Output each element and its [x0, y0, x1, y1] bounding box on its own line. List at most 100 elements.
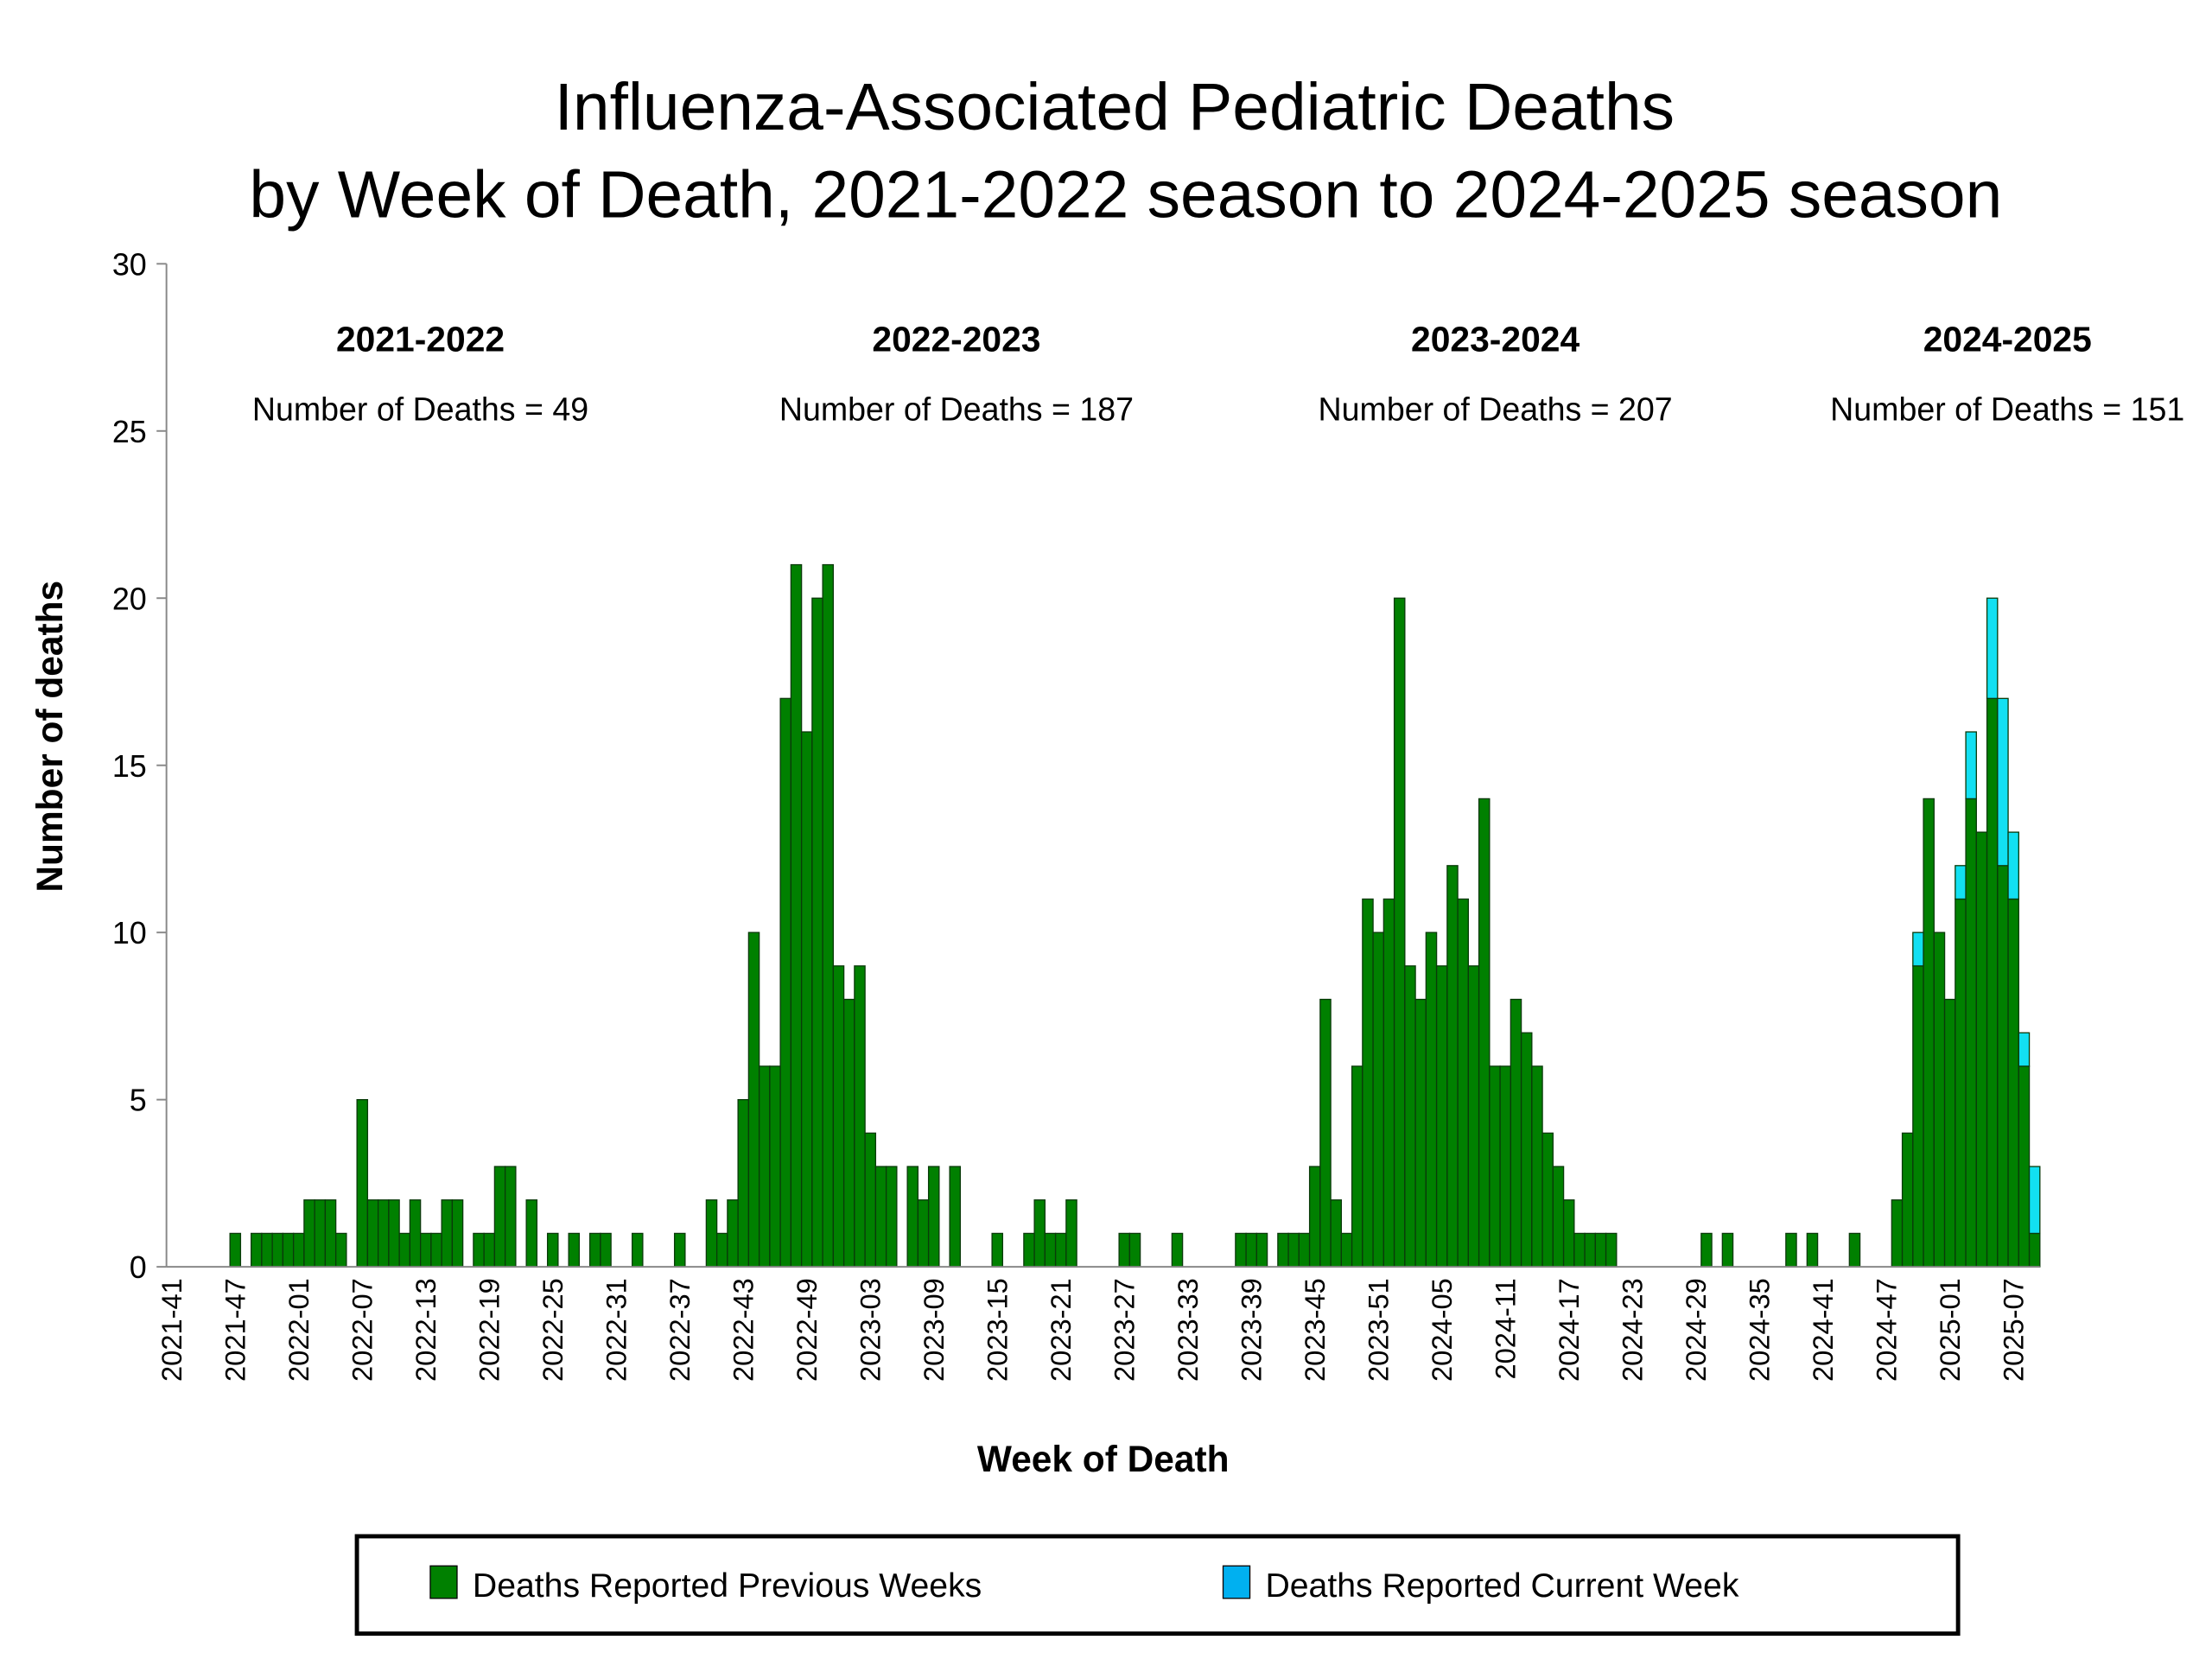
bar	[1562, 1199, 1575, 1268]
bar	[800, 731, 813, 1268]
bar	[747, 931, 760, 1268]
bar	[949, 1166, 962, 1268]
legend-swatch	[1222, 1565, 1251, 1599]
bar	[1372, 931, 1384, 1268]
bar	[2007, 831, 2019, 900]
bar	[1277, 1232, 1289, 1268]
x-tick-label: 2023-27	[1109, 1278, 1141, 1382]
bar	[832, 965, 845, 1268]
bar	[917, 1199, 930, 1268]
bar	[398, 1232, 411, 1268]
bar	[1308, 1166, 1321, 1268]
bar	[366, 1199, 379, 1268]
bar	[1605, 1232, 1618, 1268]
bar	[1912, 965, 1924, 1268]
bar	[504, 1166, 517, 1268]
bar	[1362, 898, 1374, 1268]
bar	[1298, 1232, 1311, 1268]
x-tick-label: 2024-17	[1553, 1278, 1585, 1382]
x-tick-label: 2024-23	[1617, 1278, 1649, 1382]
y-tick-label: 30	[112, 246, 147, 282]
season-label: 2021-2022	[336, 320, 505, 359]
bar	[842, 998, 855, 1268]
season-total: Number of Deaths = 207	[1319, 391, 1673, 428]
bar	[2028, 1166, 2041, 1235]
bar	[250, 1232, 263, 1268]
bar	[1425, 931, 1438, 1268]
bar	[271, 1232, 284, 1268]
bar	[1955, 865, 1967, 900]
y-tick-label: 15	[112, 748, 147, 784]
bar	[1986, 597, 1999, 699]
x-tick-label: 2023-21	[1045, 1278, 1077, 1382]
legend-swatch	[429, 1565, 458, 1599]
y-tick-label: 5	[130, 1083, 147, 1118]
x-tick-label: 2023-03	[855, 1278, 887, 1382]
bar	[1965, 798, 1977, 1268]
bar	[1054, 1232, 1067, 1268]
season-label: 2023-2024	[1411, 320, 1580, 359]
bar	[811, 597, 823, 1268]
y-tick-label: 10	[112, 915, 147, 950]
bar	[1351, 1065, 1363, 1268]
bar	[324, 1199, 337, 1268]
bar	[1382, 898, 1395, 1268]
x-tick-label: 2022-25	[537, 1278, 569, 1382]
x-tick-label: 2024-35	[1744, 1278, 1776, 1382]
bar	[1785, 1232, 1797, 1268]
x-tick-label: 2023-51	[1363, 1278, 1395, 1382]
bar	[1489, 1065, 1501, 1268]
bar	[1393, 597, 1406, 1268]
bar	[409, 1199, 422, 1268]
bar	[1340, 1232, 1353, 1268]
x-axis-title: Week of Death	[977, 1439, 1230, 1479]
bar	[388, 1199, 400, 1268]
bar	[1414, 998, 1427, 1268]
bar	[705, 1199, 718, 1268]
bar	[430, 1232, 442, 1268]
bar	[1721, 1232, 1734, 1268]
bar	[1901, 1132, 1914, 1268]
bar	[1330, 1199, 1343, 1268]
bar	[493, 1166, 506, 1268]
bar	[1955, 898, 1967, 1268]
bar	[1255, 1232, 1268, 1268]
bar	[419, 1232, 432, 1268]
bar	[1943, 998, 1956, 1268]
bar	[715, 1232, 728, 1268]
x-tick-label: 2021-41	[156, 1278, 188, 1382]
bar	[546, 1232, 559, 1268]
bar	[525, 1199, 538, 1268]
bar	[727, 1199, 739, 1268]
bar	[1128, 1232, 1141, 1268]
x-tick-label: 2023-09	[918, 1278, 950, 1382]
bar	[1975, 831, 1988, 1268]
x-tick-label: 2025-01	[1934, 1278, 1966, 1382]
bar	[1541, 1132, 1554, 1268]
y-tick-label: 25	[112, 414, 147, 449]
bar	[1510, 998, 1522, 1268]
bar	[991, 1232, 1004, 1268]
bar	[2007, 898, 2019, 1268]
x-tick-label: 2022-01	[283, 1278, 315, 1382]
bar	[1806, 1232, 1819, 1268]
chart-title: Influenza-Associated Pediatric Deaths	[555, 71, 1675, 144]
season-total: Number of Deaths = 151	[1830, 391, 2184, 428]
bar	[1044, 1232, 1057, 1268]
x-tick-label: 2023-39	[1236, 1278, 1268, 1382]
bar	[1287, 1232, 1300, 1268]
bar	[1171, 1232, 1184, 1268]
x-tick-label: 2025-07	[1998, 1278, 2030, 1382]
bar	[1933, 931, 1946, 1268]
bar	[229, 1232, 242, 1268]
bar	[769, 1065, 781, 1268]
bar	[927, 1166, 940, 1268]
x-tick-label: 2024-11	[1490, 1278, 1522, 1379]
bar	[1404, 965, 1416, 1268]
bar	[303, 1199, 315, 1268]
x-tick-label: 2023-33	[1172, 1278, 1204, 1382]
bar	[1848, 1232, 1861, 1268]
x-tick-label: 2022-07	[346, 1278, 378, 1382]
